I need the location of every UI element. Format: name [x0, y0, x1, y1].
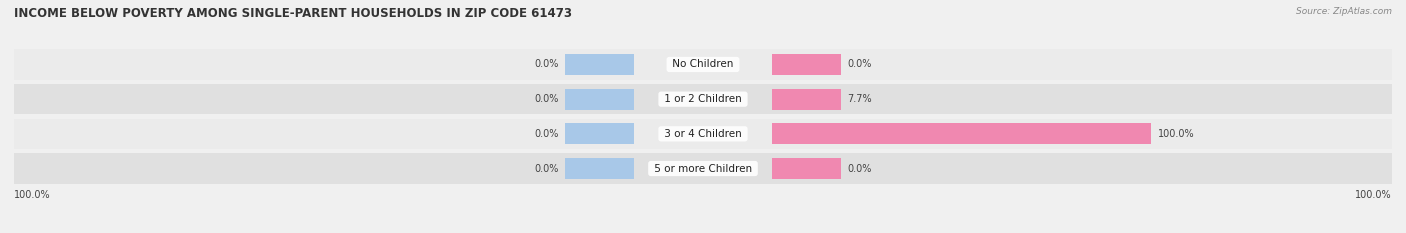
- Text: 100.0%: 100.0%: [1157, 129, 1194, 139]
- Text: 3 or 4 Children: 3 or 4 Children: [661, 129, 745, 139]
- Text: No Children: No Children: [669, 59, 737, 69]
- Bar: [14, 119, 1392, 149]
- Text: 100.0%: 100.0%: [14, 190, 51, 200]
- Bar: [14, 49, 1392, 80]
- Bar: [565, 54, 634, 75]
- Text: 0.0%: 0.0%: [534, 129, 558, 139]
- Bar: [565, 89, 634, 110]
- Text: 5 or more Children: 5 or more Children: [651, 164, 755, 174]
- Text: 0.0%: 0.0%: [534, 164, 558, 174]
- Text: 100.0%: 100.0%: [1355, 190, 1392, 200]
- Text: Source: ZipAtlas.com: Source: ZipAtlas.com: [1296, 7, 1392, 16]
- Text: 0.0%: 0.0%: [848, 164, 872, 174]
- Text: INCOME BELOW POVERTY AMONG SINGLE-PARENT HOUSEHOLDS IN ZIP CODE 61473: INCOME BELOW POVERTY AMONG SINGLE-PARENT…: [14, 7, 572, 20]
- Bar: [565, 123, 634, 144]
- Text: 1 or 2 Children: 1 or 2 Children: [661, 94, 745, 104]
- Bar: [772, 123, 1152, 144]
- Bar: [772, 54, 841, 75]
- Text: 0.0%: 0.0%: [534, 94, 558, 104]
- Text: 0.0%: 0.0%: [848, 59, 872, 69]
- Text: 0.0%: 0.0%: [534, 59, 558, 69]
- Bar: [772, 158, 841, 179]
- Bar: [772, 89, 841, 110]
- Bar: [565, 158, 634, 179]
- Bar: [14, 84, 1392, 114]
- Text: 7.7%: 7.7%: [848, 94, 872, 104]
- Bar: [14, 153, 1392, 184]
